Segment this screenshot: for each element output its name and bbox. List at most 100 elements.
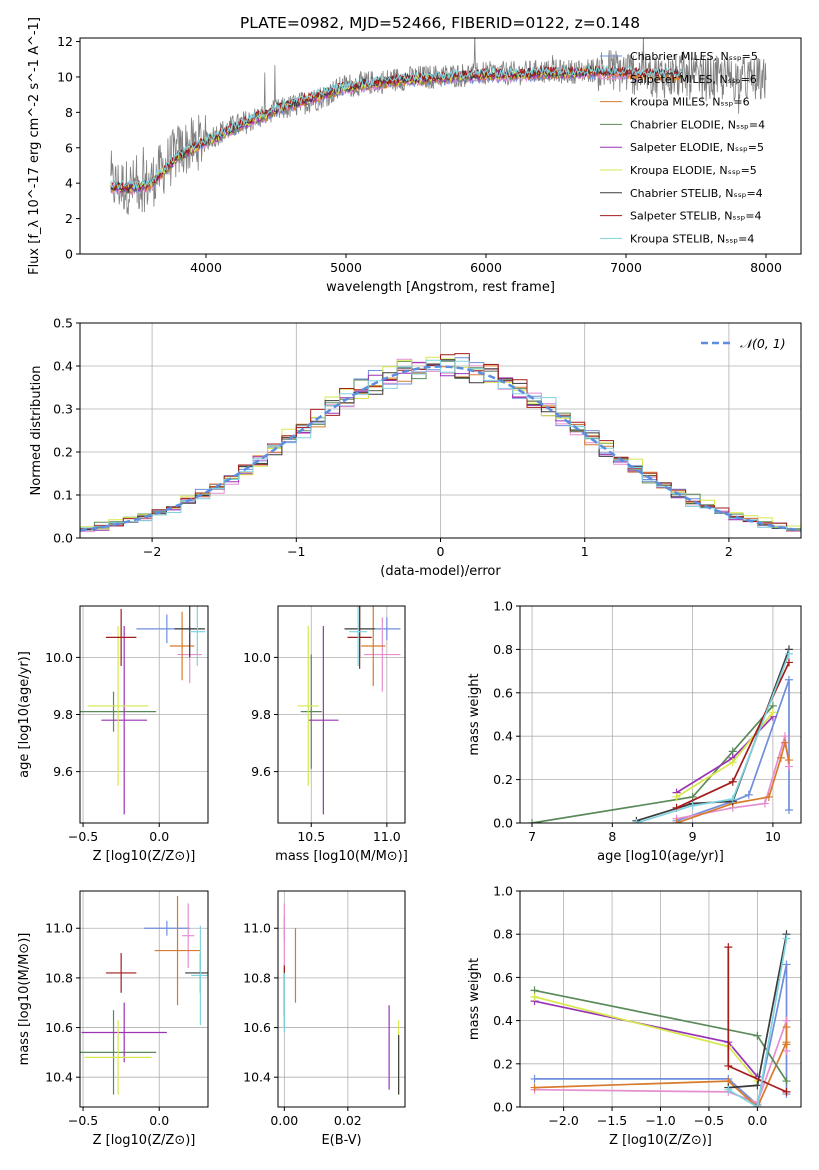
y-tick-label: 9.8 (251, 707, 271, 722)
axes-frame (277, 605, 406, 824)
x-tick-label: 10 (765, 829, 781, 844)
x-axis-label: Z [log10(Z/Z⊙)] (609, 1133, 712, 1148)
y-tick-label: 2 (65, 211, 73, 226)
x-tick-label: −2.0 (548, 1113, 578, 1128)
y-axis-label: mass [log10(M/M⊙)] (17, 933, 32, 1066)
mass-weight-marker (530, 1074, 539, 1083)
x-tick-label: 0.0 (149, 829, 169, 844)
x-tick-label: 0.0 (747, 1113, 767, 1128)
y-tick-label: 11.0 (45, 921, 73, 936)
mass-weight-marker (784, 756, 793, 765)
panel-mass-weight-vs-Z: −2.0 −1.5 −1.0 −0.5 0.0 0.0 0.2 0.4 0.6 0.8 1.0 Z [… (467, 884, 802, 1148)
mass-weight-marker (760, 799, 769, 808)
legend-entry: Chabrier MILES, Nₛₛₚ=5 (630, 50, 758, 63)
legend-entry: Kroupa MILES, Nₛₛₚ=6 (630, 96, 750, 109)
mass-weight-marker (632, 819, 641, 823)
mass-weight-marker (784, 805, 793, 814)
observed-spectrum-line (110, 38, 767, 215)
y-tick-label: 10 (57, 69, 73, 84)
mass-weight-marker (753, 1031, 762, 1040)
y-tick-label: 4 (65, 176, 73, 191)
x-tick-label: −1.0 (645, 1113, 675, 1128)
x-tick-label: 0.00 (270, 1113, 298, 1128)
mass-weight-marker (672, 792, 681, 801)
x-axis-label: wavelength [Angstrom, rest frame] (326, 280, 555, 295)
x-tick-label: 0.02 (334, 1113, 362, 1128)
model-spectrum-line (110, 63, 683, 190)
x-axis-label: mass [log10(M/M⊙)] (275, 849, 408, 864)
mass-weight-marker (728, 758, 737, 767)
mass-weight-marker (724, 1061, 733, 1070)
panel-age-vs-mass: 10.5 11.0 9.6 9.8 10.0 mass [log10(M/M⊙)] (243, 605, 408, 864)
plot-area-mass-vs-Z (80, 891, 208, 1107)
plot-area-mass-weight-vs-age (520, 606, 801, 823)
y-tick-label: 0.2 (493, 772, 513, 787)
x-tick-label: 4000 (190, 260, 222, 275)
legend-entry: Salpeter ELODIE, Nₛₛₚ=5 (630, 141, 764, 154)
panel-mass-weight-vs-age: 7 8 9 10 0.0 0.2 0.4 0.6 0.8 1.0 age [log10(age/yr… (467, 599, 802, 864)
y-tick-label: 10.0 (45, 650, 73, 665)
mass-weight-marker (764, 792, 773, 801)
y-tick-label: 0.0 (53, 531, 73, 546)
y-tick-label: 0.0 (493, 1100, 513, 1115)
legend-entry: Salpeter MILES, Nₛₛₚ=6 (630, 73, 757, 86)
plot-area-spectrum (110, 38, 767, 215)
y-tick-label: 1.0 (493, 599, 513, 614)
mass-weight-line (676, 742, 790, 823)
axes-frame (79, 605, 209, 824)
mass-weight-marker (782, 1040, 791, 1049)
mass-weight-marker (530, 992, 539, 1001)
plot-area-mass-weight-vs-Z (520, 891, 801, 1107)
y-tick-label: 0.3 (53, 402, 73, 417)
y-tick-label: 0.8 (493, 642, 513, 657)
y-tick-label: 0.6 (493, 685, 513, 700)
mass-weight-marker (528, 819, 537, 823)
y-tick-label: 1.0 (493, 884, 513, 899)
x-tick-label: 11.0 (373, 829, 401, 844)
mass-weight-marker (530, 1083, 539, 1092)
x-tick-label: −0.5 (694, 1113, 724, 1128)
mass-weight-marker (724, 1085, 733, 1094)
y-axis-label: mass weight (467, 958, 482, 1040)
mass-weight-marker (782, 1087, 791, 1096)
mass-weight-marker (672, 819, 681, 823)
axes-frame (519, 890, 802, 1108)
y-axis-label: age [log10(age/yr)] (17, 651, 32, 778)
x-tick-label: 0.0 (149, 1113, 169, 1128)
axes-frame (79, 890, 209, 1108)
y-axis-label: Normed distribution (29, 366, 44, 496)
plot-area-age-vs-Z (80, 606, 208, 823)
mass-weight-line (636, 653, 790, 823)
axes-frame (519, 605, 802, 824)
mass-weight-marker (782, 1077, 791, 1086)
x-tick-label: 10.5 (297, 829, 325, 844)
x-tick-label: −0.5 (68, 1113, 98, 1128)
mass-weight-marker (744, 790, 753, 799)
x-tick-label: 7000 (610, 260, 642, 275)
x-tick-label: 1 (581, 544, 589, 559)
y-tick-label: 0.2 (53, 445, 73, 460)
x-tick-label: 9 (689, 829, 697, 844)
y-tick-label: 10.6 (243, 1020, 271, 1035)
panel-residuals: −2 −1 0 1 2 0.0 0.1 0.2 0.3 0.4 0.5 (data-model)/er… (29, 316, 802, 579)
x-tick-label: 7 (528, 829, 536, 844)
x-tick-label: 5000 (330, 260, 362, 275)
mass-weight-marker (753, 1081, 762, 1090)
legend-entry: Kroupa STELIB, Nₛₛₚ=4 (630, 232, 754, 245)
mass-weight-marker (724, 943, 733, 952)
x-tick-label: −1.5 (597, 1113, 627, 1128)
y-tick-label: 10.0 (243, 650, 271, 665)
y-tick-label: 10.8 (243, 970, 271, 985)
plot-area-residuals (80, 323, 801, 538)
legend-entry: Chabrier ELODIE, Nₛₛₚ=4 (630, 118, 765, 131)
mass-weight-marker (784, 675, 793, 684)
mass-weight-marker (776, 753, 785, 762)
y-tick-label: 0.1 (53, 488, 73, 503)
mass-weight-marker (784, 649, 793, 658)
x-tick-label: −1 (287, 544, 305, 559)
mass-weight-marker (688, 801, 697, 810)
y-tick-label: 9.6 (251, 764, 271, 779)
plot-area-age-vs-mass (278, 606, 405, 823)
panel-age-vs-Z: −0.5 0.0 9.6 9.8 10.0 Z [log10(Z/Z⊙)] age [log… (17, 605, 209, 864)
